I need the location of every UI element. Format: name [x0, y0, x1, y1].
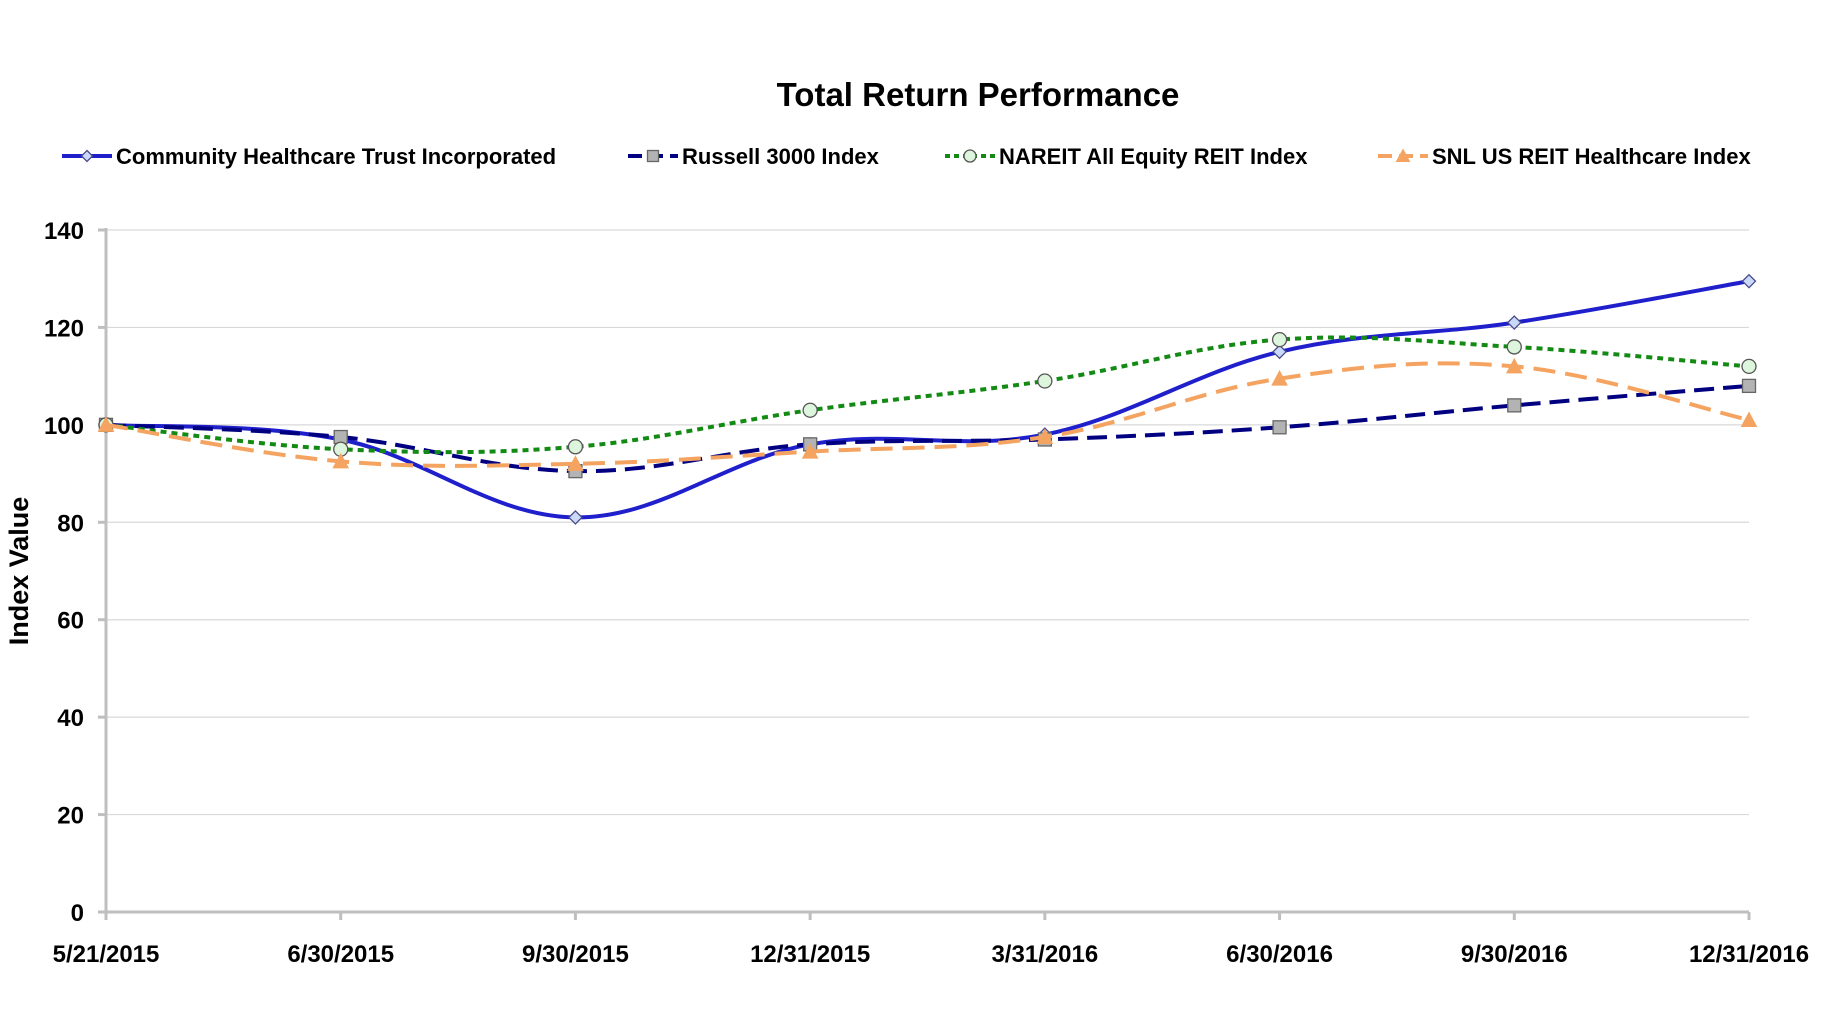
x-tick-label: 3/31/2016 — [991, 941, 1098, 968]
data-point — [1741, 378, 1757, 394]
data-point — [801, 443, 819, 459]
y-tick-label: 20 — [57, 803, 84, 830]
data-point — [1271, 370, 1288, 386]
y-axis-label: Index Value — [4, 497, 34, 646]
legend-item: Russell 3000 Index — [628, 144, 880, 169]
series-0 — [98, 273, 1757, 525]
legend-label: SNL US REIT Healthcare Index — [1432, 144, 1751, 169]
x-tick-label: 9/30/2015 — [522, 941, 629, 968]
y-tick-label: 100 — [44, 413, 84, 440]
series-line — [105, 279, 1750, 520]
data-point — [97, 416, 115, 432]
legend-swatch-marker — [963, 149, 977, 163]
series-line — [105, 383, 1750, 474]
data-point — [567, 455, 584, 471]
axes — [98, 228, 1751, 920]
legend-swatch-marker — [646, 149, 660, 163]
data-point — [1506, 339, 1522, 355]
y-tick-label: 40 — [57, 705, 84, 732]
data-point — [1505, 357, 1523, 374]
y-tick-label: 60 — [57, 608, 84, 635]
x-tick-label: 12/31/2016 — [1689, 941, 1809, 968]
x-tick-label: 12/31/2015 — [750, 941, 870, 968]
legend: Community Healthcare Trust Incorporated R… — [62, 144, 1751, 169]
x-tick-label: 6/30/2016 — [1226, 941, 1333, 968]
series-3 — [97, 357, 1758, 471]
data-point — [1272, 420, 1287, 435]
x-tick-label: 9/30/2016 — [1461, 941, 1568, 968]
data-point — [568, 509, 583, 525]
y-tick-labels: 0 20 40 60 80 100 120 140 — [44, 218, 84, 927]
series-line — [105, 335, 1750, 455]
y-tick-label: 120 — [44, 315, 84, 342]
series-layer — [97, 273, 1758, 525]
gridlines — [106, 229, 1749, 816]
data-point — [1506, 315, 1522, 330]
legend-label: Community Healthcare Trust Incorporated — [116, 144, 556, 169]
series-2 — [98, 331, 1757, 457]
data-point — [1741, 273, 1757, 289]
chart-title: Total Return Performance — [777, 76, 1180, 113]
data-point — [1741, 358, 1757, 375]
legend-item: NAREIT All Equity REIT Index — [945, 144, 1308, 169]
y-tick-label: 0 — [71, 900, 84, 927]
x-tick-label: 6/30/2015 — [287, 941, 394, 968]
y-tick-label: 80 — [57, 510, 84, 537]
data-point — [1036, 428, 1054, 445]
legend-item: SNL US REIT Healthcare Index — [1378, 144, 1751, 169]
data-point — [567, 439, 584, 455]
legend-swatch-marker — [80, 149, 94, 163]
legend-label: Russell 3000 Index — [682, 144, 880, 169]
legend-swatch-marker — [1395, 148, 1411, 162]
legend-label: NAREIT All Equity REIT Index — [999, 144, 1308, 169]
series-line — [105, 361, 1750, 468]
data-point — [1507, 398, 1522, 413]
legend-item: Community Healthcare Trust Incorporated — [62, 144, 556, 169]
data-point — [802, 402, 818, 418]
data-point — [332, 452, 350, 469]
x-tick-labels: 5/21/2015 6/30/2015 9/30/2015 12/31/2015 3/3… — [53, 941, 1809, 968]
data-point — [1740, 411, 1758, 427]
y-tick-label: 140 — [44, 218, 84, 245]
data-point — [1037, 373, 1053, 389]
data-point — [1271, 331, 1288, 348]
x-tick-label: 5/21/2015 — [53, 941, 160, 968]
data-point — [1272, 344, 1287, 360]
